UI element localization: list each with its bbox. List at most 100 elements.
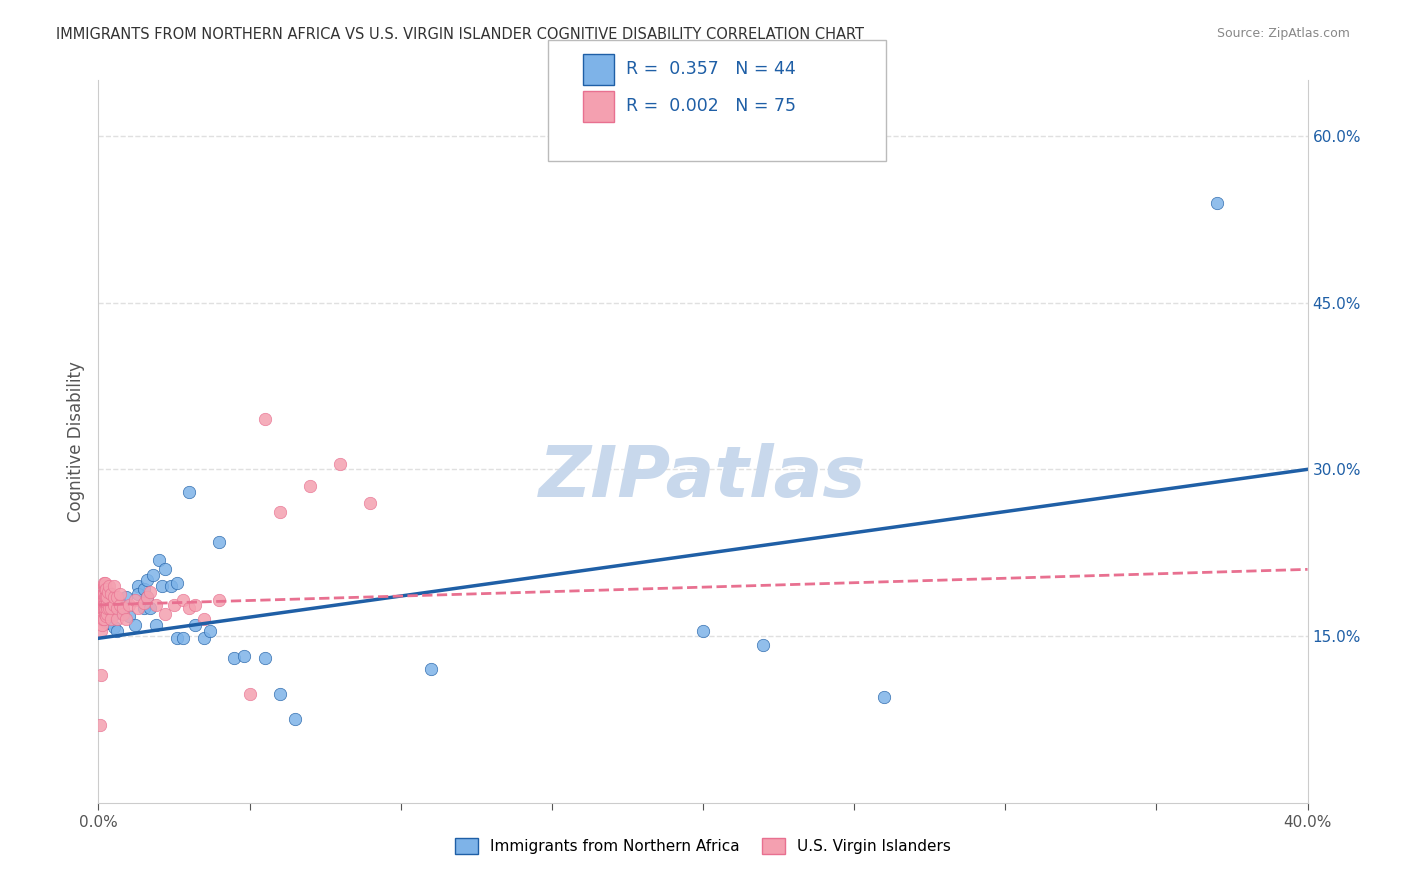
- Text: ZIPatlas: ZIPatlas: [540, 443, 866, 512]
- Point: [105, 590, 128, 604]
- Point: [100, 587, 122, 601]
- Point: [139, 584, 162, 599]
- Point: [118, 609, 141, 624]
- Point: [184, 618, 207, 632]
- Point: [127, 601, 149, 615]
- Point: [148, 553, 170, 567]
- Point: [145, 598, 167, 612]
- Point: [193, 612, 215, 626]
- Point: [692, 624, 714, 638]
- Point: [96, 615, 118, 630]
- Point: [135, 574, 157, 588]
- Point: [752, 638, 775, 652]
- Point: [108, 596, 131, 610]
- Point: [253, 651, 276, 665]
- Point: [172, 593, 194, 607]
- Point: [90, 598, 112, 612]
- Point: [94, 596, 117, 610]
- Point: [97, 579, 120, 593]
- Point: [105, 612, 128, 626]
- Text: R =  0.002   N = 75: R = 0.002 N = 75: [626, 97, 796, 115]
- Point: [94, 575, 117, 590]
- Point: [96, 598, 118, 612]
- Point: [284, 713, 307, 727]
- Point: [208, 593, 231, 607]
- Point: [100, 612, 122, 626]
- Point: [124, 593, 146, 607]
- Point: [93, 587, 115, 601]
- Point: [239, 687, 262, 701]
- Point: [172, 632, 194, 646]
- Point: [96, 601, 118, 615]
- Point: [93, 575, 115, 590]
- Point: [200, 624, 222, 638]
- Point: [90, 668, 112, 682]
- Y-axis label: Cognitive Disability: Cognitive Disability: [66, 361, 84, 522]
- Point: [208, 534, 231, 549]
- Point: [124, 618, 146, 632]
- Point: [132, 582, 155, 597]
- Point: [94, 582, 117, 597]
- Point: [97, 584, 120, 599]
- Point: [93, 593, 115, 607]
- Point: [269, 505, 291, 519]
- Point: [90, 607, 112, 621]
- Point: [127, 579, 149, 593]
- Point: [103, 590, 125, 604]
- Point: [91, 618, 114, 632]
- Point: [94, 590, 117, 604]
- Point: [153, 607, 176, 621]
- Point: [142, 568, 165, 582]
- Point: [96, 596, 118, 610]
- Point: [299, 479, 322, 493]
- Point: [100, 601, 122, 615]
- Point: [163, 598, 186, 612]
- Point: [153, 562, 176, 576]
- Legend: Immigrants from Northern Africa, U.S. Virgin Islanders: Immigrants from Northern Africa, U.S. Vi…: [449, 832, 957, 860]
- Point: [93, 590, 115, 604]
- Point: [91, 607, 114, 621]
- Point: [90, 624, 112, 638]
- Point: [94, 607, 117, 621]
- Point: [94, 609, 117, 624]
- Text: Source: ZipAtlas.com: Source: ZipAtlas.com: [1216, 27, 1350, 40]
- Point: [91, 598, 114, 612]
- Point: [103, 598, 125, 612]
- Point: [96, 590, 118, 604]
- Point: [98, 601, 121, 615]
- Point: [94, 601, 117, 615]
- Point: [105, 601, 128, 615]
- Point: [105, 624, 128, 638]
- Point: [114, 590, 136, 604]
- Point: [94, 598, 117, 612]
- Text: R =  0.357   N = 44: R = 0.357 N = 44: [626, 60, 796, 78]
- Point: [96, 607, 118, 621]
- Point: [179, 484, 201, 499]
- Point: [166, 632, 188, 646]
- Point: [91, 587, 114, 601]
- Point: [135, 590, 157, 604]
- Point: [89, 718, 111, 732]
- Point: [93, 579, 115, 593]
- Point: [103, 607, 125, 621]
- Point: [166, 575, 188, 590]
- Point: [93, 612, 115, 626]
- Point: [150, 579, 173, 593]
- Point: [103, 579, 125, 593]
- Point: [420, 662, 443, 676]
- Point: [111, 603, 134, 617]
- Point: [184, 598, 207, 612]
- Point: [160, 579, 183, 593]
- Point: [103, 620, 125, 634]
- Point: [118, 598, 141, 612]
- Point: [100, 607, 122, 621]
- Point: [93, 598, 115, 612]
- Point: [135, 590, 157, 604]
- Point: [111, 607, 134, 621]
- Point: [96, 601, 118, 615]
- Point: [93, 584, 115, 599]
- Point: [179, 601, 201, 615]
- Point: [329, 457, 352, 471]
- Point: [90, 612, 112, 626]
- Point: [193, 632, 215, 646]
